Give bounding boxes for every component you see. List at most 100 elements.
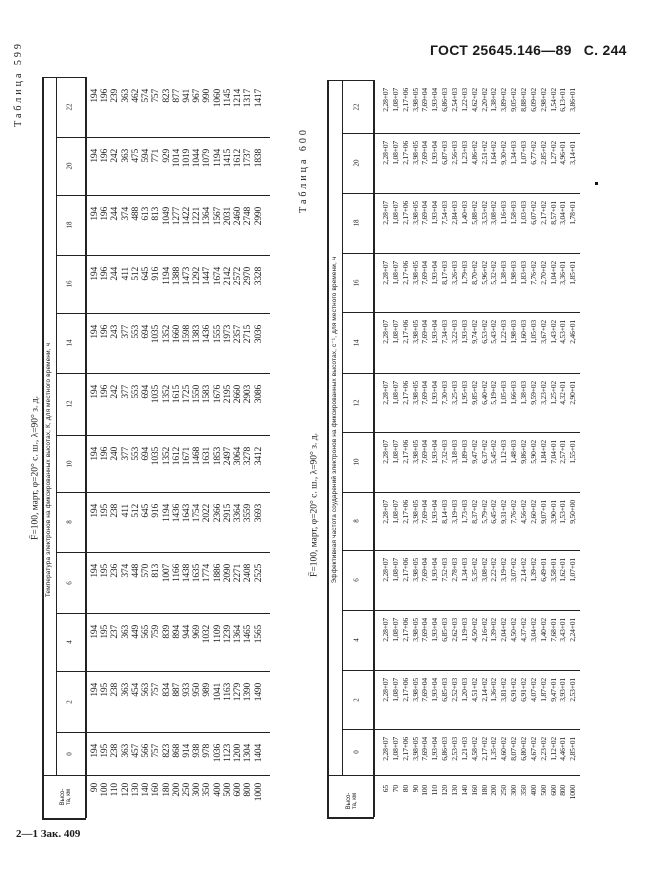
- table-cell: 2,28+07: [381, 618, 390, 642]
- table-cell: 236: [110, 564, 121, 578]
- table-cell: 3,98+05: [410, 261, 420, 285]
- table-cell: 3,98+05: [410, 141, 420, 165]
- height-cell: 350: [519, 785, 529, 796]
- height-cell: 110: [430, 785, 440, 796]
- hour-header: 6: [65, 580, 74, 585]
- table-cell: 7,69+04: [420, 320, 430, 344]
- table-cell: 3,98+05: [410, 618, 420, 642]
- table-cell: 4,46+01: [558, 737, 568, 761]
- table-cell: 3559: [243, 504, 254, 523]
- table-cell: 2903: [243, 385, 254, 404]
- table-cell: 411: [120, 504, 131, 518]
- table-cell: 448: [130, 564, 141, 578]
- table-cell: 7,52+03: [440, 558, 450, 582]
- table-cell: 4,58+02: [469, 737, 479, 761]
- table-cell: 1,84+02: [538, 440, 548, 464]
- table-cell: 377: [120, 325, 131, 339]
- table-cell: 1,40+03: [459, 201, 469, 225]
- table-cell: 363: [120, 149, 131, 163]
- hour-header: 16: [65, 280, 74, 288]
- table-cell: 4,60+02: [499, 737, 509, 761]
- table-rule: [56, 732, 270, 733]
- hour-column: 194 196 239 363 462 574 757 823 877 941 967 990 1060…: [90, 89, 264, 137]
- table-cell: 1583: [202, 385, 213, 404]
- table-cell: 1352: [161, 325, 172, 344]
- table-cell: 1036: [212, 744, 223, 763]
- table-cell: 3036: [253, 325, 264, 344]
- table-cell: 3,93+01: [558, 678, 568, 702]
- table-cell: 1109: [212, 625, 223, 643]
- hour-header: 10: [65, 460, 74, 467]
- table-cell: 1035: [151, 447, 162, 466]
- hour-column: 2,28+07 1,08+07 2,17+06 3,98+05 7,69+04 1,93+…: [381, 678, 578, 729]
- page-number: С. 244: [583, 42, 627, 58]
- table-cell: 1,03+03: [519, 201, 529, 225]
- table-rule: [342, 133, 580, 134]
- table-cell: 2715: [243, 325, 254, 344]
- hour-column: 2,28+07 1,08+07 2,17+06 3,98+05 7,69+04 1,93+…: [381, 381, 577, 432]
- table-cell: 1465: [243, 625, 254, 644]
- hour-column: 194 195 236 374 448 570 813 1007 1166 1438 1635 177…: [90, 564, 264, 613]
- table-cell: 4,37+02: [519, 618, 529, 642]
- table-cell: 8,17+03: [440, 261, 450, 285]
- table-cell: 4,51+02: [469, 678, 479, 702]
- table-cell: 5,43+02: [489, 320, 499, 344]
- hour-header: 18: [352, 219, 361, 227]
- table-rule: [342, 610, 580, 611]
- table-cell: 3,98+05: [410, 201, 420, 225]
- height-cell: 90: [410, 785, 420, 793]
- table-subtitle: Температура электронов на фиксированных …: [44, 342, 52, 598]
- hour-header: 0: [65, 751, 74, 756]
- print-order-footer: 2—1 Зак. 409: [16, 828, 81, 840]
- table-rule: [327, 775, 580, 777]
- table-cell: 2,28+07: [381, 737, 390, 761]
- table-cell: 1304: [243, 744, 254, 763]
- table-number: Таблица 599: [13, 41, 24, 127]
- table-cell: 6,09+02: [528, 88, 538, 112]
- table-cell: 2,28+07: [381, 500, 390, 524]
- table-cell: 374: [120, 564, 131, 578]
- table-cell: 1886: [212, 564, 223, 583]
- table-cell: 3,19+02: [499, 558, 509, 582]
- table-cell: 377: [120, 385, 131, 399]
- table-cell: 5,32+02: [489, 261, 499, 285]
- table-cell: 9,59+02: [528, 381, 538, 405]
- table-cell: 4,86+02: [469, 141, 479, 165]
- table-cell: 238: [110, 504, 121, 518]
- table-cell: 1,98+03: [509, 261, 519, 285]
- page-header: ГОСТ 25645.146—89 С. 244: [430, 42, 639, 58]
- table-cell: 823: [161, 744, 172, 758]
- height-cell: 120: [440, 785, 450, 796]
- table-cell: 1,22+03: [499, 320, 509, 344]
- table-cell: 1041: [212, 683, 223, 702]
- height-cell: 400: [528, 785, 538, 796]
- table-cell: 1436: [171, 504, 182, 523]
- hour-column: 194 196 240 377 553 694 1035 1352 1612 1671 1468 16…: [90, 447, 264, 492]
- table-cell: 3,04+02: [528, 618, 538, 642]
- table-cell: 475: [130, 149, 141, 163]
- table-cell: 2,98+02: [538, 88, 548, 112]
- table-cell: 3,26+03: [450, 261, 460, 285]
- gost-number: ГОСТ 25645.146—89: [430, 42, 572, 58]
- table-rule: [56, 137, 270, 138]
- table-cell: 1145: [222, 89, 233, 107]
- table-cell: 4,07+02: [528, 678, 538, 702]
- table-cell: 1,05+03: [528, 320, 538, 344]
- height-cell: 350: [202, 783, 213, 797]
- table-cell: 2970: [243, 267, 254, 286]
- table-cell: 2,53+01: [568, 678, 578, 702]
- table-rule: [342, 550, 580, 551]
- table-cell: 1,93+04: [430, 678, 440, 702]
- height-cell: 400: [212, 783, 223, 797]
- table-cell: 1,60+03: [519, 320, 529, 344]
- height-cell: 130: [130, 783, 141, 797]
- table-cell: 7,69+04: [420, 261, 430, 285]
- hour-header: 16: [352, 279, 361, 286]
- table-cell: 4,62+02: [469, 88, 479, 112]
- table-cell: 1,08+07: [390, 141, 400, 165]
- table-cell: 1,93+04: [430, 440, 440, 464]
- height-cell: 1000: [253, 783, 264, 802]
- table-cell: 4,50+02: [509, 618, 519, 642]
- table-cell: 1,66+03: [509, 381, 519, 405]
- table-cell: 377: [120, 447, 131, 461]
